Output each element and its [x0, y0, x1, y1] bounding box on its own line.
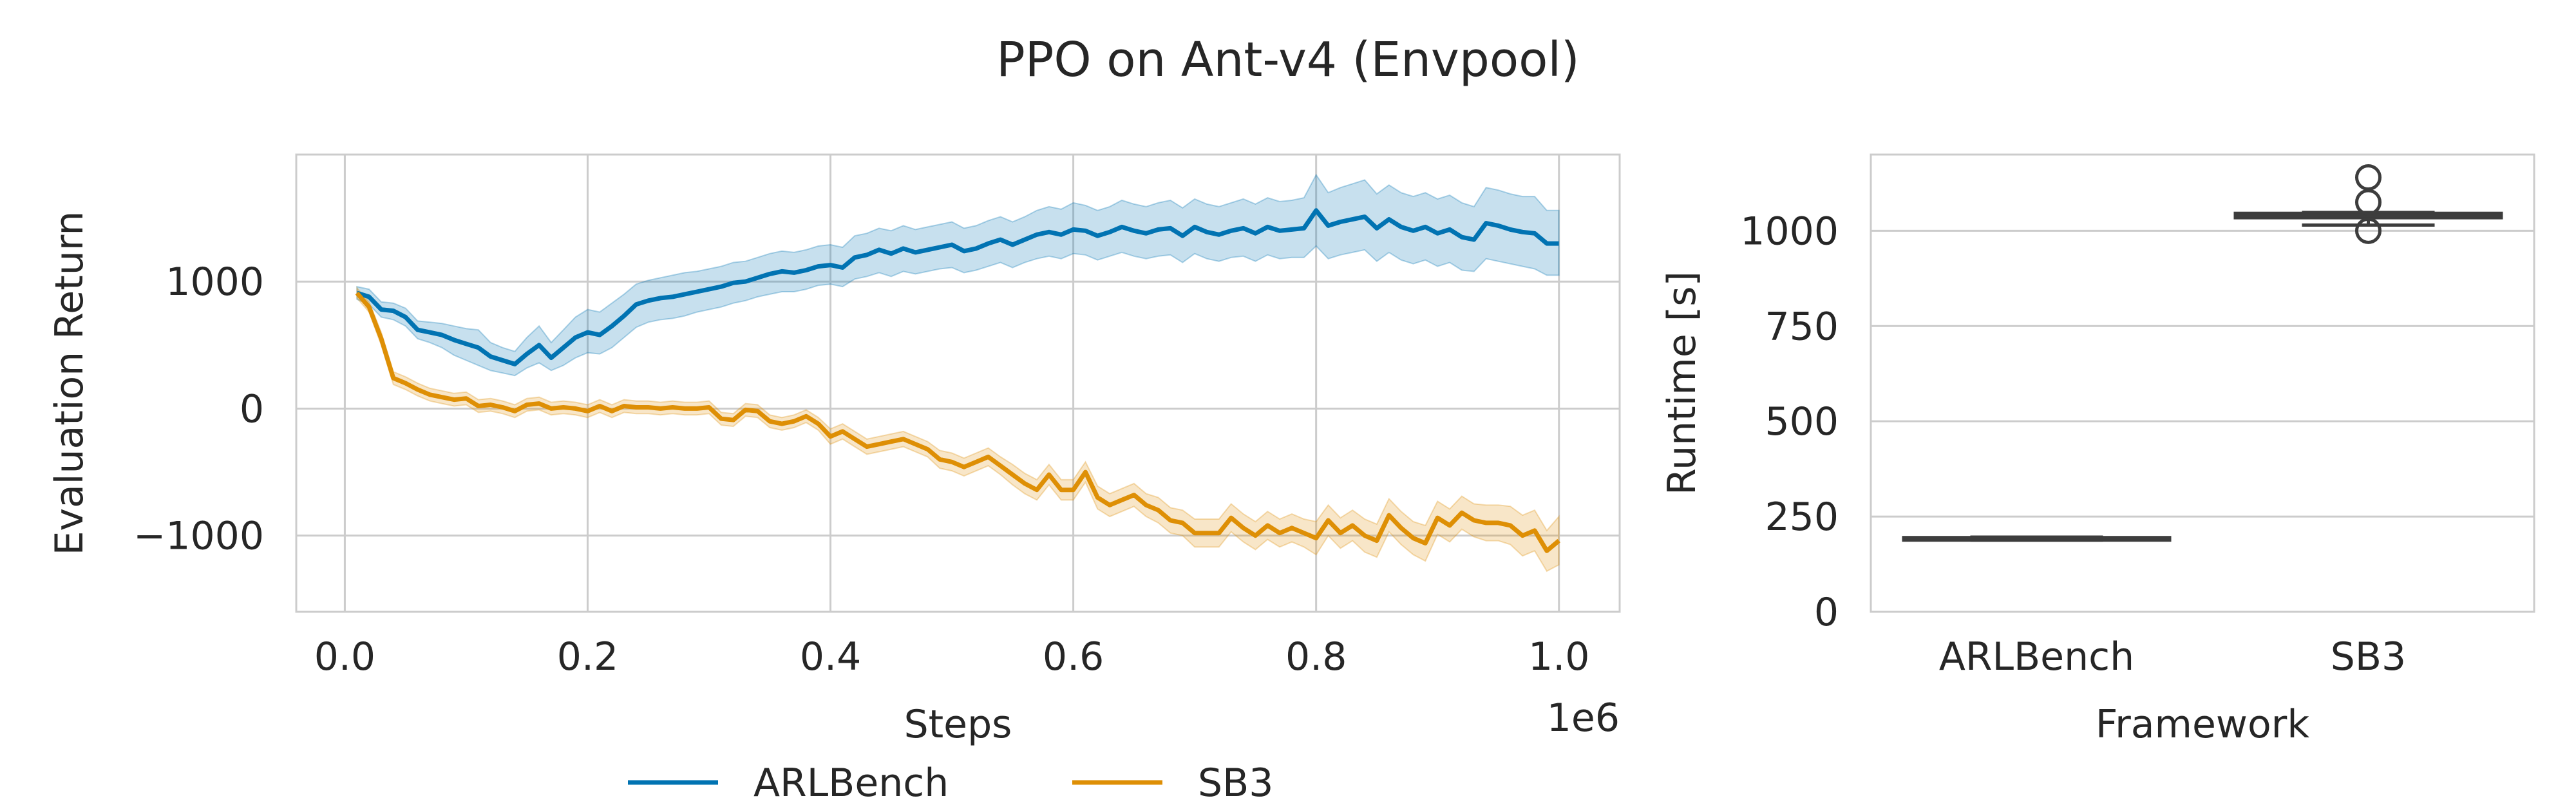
box-plot-marks	[1902, 164, 2503, 542]
y-tick-label: 500	[1765, 399, 1839, 444]
line-chart-x-offset-label: 1e6	[1547, 696, 1620, 741]
outlier-sb3-2	[2355, 164, 2382, 191]
confidence-band-sb3	[356, 286, 1560, 573]
y-tick-label: 0	[1814, 590, 1839, 635]
box-plot-grid	[1871, 229, 2534, 613]
y-tick-label: 750	[1765, 304, 1839, 349]
outlier-sb3-0	[2355, 217, 2382, 244]
box-plot-y-label: Runtime [s]	[1660, 271, 1705, 495]
line-chart-grid	[296, 155, 1620, 612]
box-plot-panel: ARLBench SB3 0 250 500 750 1000 Framework Run…	[1660, 153, 2535, 747]
line-chart-x-ticks: 0.0 0.2 0.4 0.6 0.8 1.0	[314, 634, 1590, 679]
box-plot-y-ticks: 0 250 500 750 1000	[1740, 209, 1839, 635]
x-tick-label: 0.4	[800, 634, 861, 679]
x-tick-label: ARLBench	[1939, 634, 2134, 679]
series-line-sb3	[355, 291, 1560, 553]
legend-label-sb3: SB3	[1198, 761, 1273, 805]
line-chart-series	[355, 208, 1560, 553]
y-tick-label: 1000	[1740, 209, 1839, 254]
line-chart-x-label: Steps	[904, 702, 1012, 747]
y-tick-label: 250	[1765, 495, 1839, 540]
series-line-arlbench	[356, 208, 1559, 366]
y-tick-label: 0	[240, 386, 264, 431]
x-tick-label: SB3	[2331, 634, 2406, 679]
legend: ARLBench SB3	[628, 761, 1273, 805]
line-chart-y-label: Evaluation Return	[47, 211, 92, 556]
y-tick-label: −1000	[133, 514, 264, 559]
confidence-band-arlbench	[356, 173, 1560, 377]
figure-title: PPO on Ant-v4 (Envpool)	[996, 32, 1580, 88]
x-tick-label: 1.0	[1528, 634, 1589, 679]
x-tick-label: 0.0	[314, 634, 375, 679]
legend-label-arlbench: ARLBench	[753, 761, 949, 805]
box-plot-x-ticks: ARLBench SB3	[1939, 634, 2406, 679]
line-chart-bands	[356, 173, 1560, 573]
box-plot-x-label: Framework	[2096, 702, 2309, 747]
line-chart-frame	[295, 153, 1621, 613]
x-tick-label: 0.8	[1285, 634, 1347, 679]
x-tick-label: 0.2	[557, 634, 618, 679]
x-tick-label: 0.6	[1043, 634, 1104, 679]
outlier-sb3-1	[2355, 189, 2382, 216]
y-tick-label: 1000	[166, 260, 264, 305]
line-chart-y-ticks: −1000 0 1000	[133, 260, 264, 558]
box-plot-frame	[1870, 153, 2535, 613]
